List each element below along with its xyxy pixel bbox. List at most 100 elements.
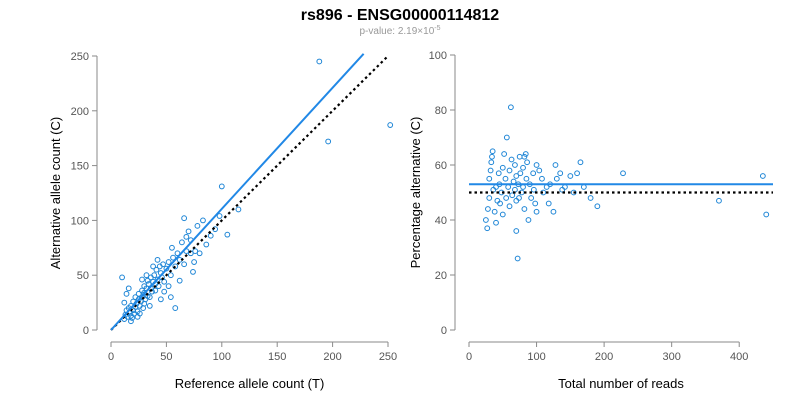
data-point xyxy=(141,300,148,307)
data-point xyxy=(533,208,540,215)
data-point xyxy=(513,197,520,204)
x-tick-label: 200 xyxy=(595,351,613,363)
data-point xyxy=(146,294,153,301)
right-panel-scatter: 0 100 200 300 400 0 20 40 60 80 100 Total number of… xyxy=(408,50,773,391)
data-point xyxy=(139,276,145,283)
p-value-text: p-value: 2.19×10 xyxy=(359,26,434,37)
data-point xyxy=(153,266,160,273)
data-point xyxy=(508,156,515,163)
data-point xyxy=(316,58,323,65)
data-point xyxy=(594,203,601,210)
data-point xyxy=(487,167,494,174)
data-point xyxy=(520,164,526,171)
data-point xyxy=(499,164,506,171)
data-point xyxy=(489,148,496,155)
y-tick-label: 80 xyxy=(435,105,447,117)
data-point xyxy=(167,294,174,301)
data-point xyxy=(144,277,151,284)
data-point xyxy=(524,159,530,166)
data-point xyxy=(486,195,493,201)
data-point xyxy=(192,248,199,254)
data-point xyxy=(562,184,568,190)
data-point xyxy=(167,272,174,279)
data-point xyxy=(513,173,520,179)
data-point xyxy=(161,278,168,285)
data-point xyxy=(185,228,192,235)
data-point xyxy=(207,232,214,239)
data-point xyxy=(503,195,510,201)
data-point xyxy=(170,254,176,261)
y-tick-label: 150 xyxy=(71,161,89,173)
data-point xyxy=(203,241,210,248)
data-point xyxy=(172,305,179,311)
x-tick-label: 100 xyxy=(213,351,231,363)
data-point xyxy=(494,197,501,204)
data-point xyxy=(510,178,517,185)
data-point xyxy=(545,200,552,207)
y-tick-label: 100 xyxy=(71,215,89,227)
data-point xyxy=(176,277,183,284)
data-point xyxy=(497,200,503,207)
data-point xyxy=(553,175,560,182)
data-point xyxy=(485,206,491,212)
data-point xyxy=(530,186,537,193)
data-point xyxy=(149,288,155,295)
y-tick-label: 60 xyxy=(435,160,447,172)
data-point xyxy=(163,265,170,272)
data-point xyxy=(145,281,152,287)
y-axis-title: Percentage alternative (C) xyxy=(408,117,423,269)
data-point xyxy=(129,315,135,321)
data-point xyxy=(235,206,242,213)
data-point xyxy=(488,159,495,166)
data-point xyxy=(484,225,491,232)
data-point xyxy=(522,151,529,157)
data-point xyxy=(125,285,132,292)
data-point xyxy=(216,213,223,219)
data-point xyxy=(502,175,509,182)
data-point xyxy=(521,153,528,160)
data-point xyxy=(151,272,158,279)
data-point xyxy=(514,255,521,262)
data-point xyxy=(550,208,557,215)
data-point xyxy=(552,162,559,168)
figure-title: rs896 - ENSG00000114812 xyxy=(301,7,499,24)
data-point xyxy=(169,244,175,251)
data-point xyxy=(759,173,766,179)
reference-line xyxy=(110,55,389,331)
data-point xyxy=(520,184,526,190)
data-point xyxy=(525,217,532,223)
data-point xyxy=(495,170,502,177)
data-point xyxy=(516,153,523,160)
data-point xyxy=(143,272,150,279)
data-point xyxy=(570,189,577,196)
data-point xyxy=(521,206,528,212)
data-point xyxy=(218,183,225,190)
data-point xyxy=(165,259,172,265)
figure-subtitle: p-value: 2.19×10-5 xyxy=(359,25,440,37)
data-point xyxy=(499,211,506,218)
data-point xyxy=(165,283,172,290)
data-point xyxy=(154,256,161,263)
data-point xyxy=(528,195,535,201)
y-tick-label: 50 xyxy=(77,270,89,282)
data-point xyxy=(119,274,125,281)
data-point xyxy=(491,208,498,215)
data-point xyxy=(506,167,513,174)
data-point xyxy=(533,162,540,168)
data-point xyxy=(196,250,203,257)
data-point xyxy=(507,104,514,111)
y-tick-label: 100 xyxy=(429,50,447,62)
data-point xyxy=(190,269,196,275)
data-point xyxy=(574,170,580,177)
x-tick-label: 0 xyxy=(108,351,114,363)
x-tick-label: 200 xyxy=(323,351,341,363)
data-point xyxy=(181,261,188,268)
p-value-exponent: -5 xyxy=(434,25,440,32)
data-point xyxy=(509,192,516,199)
data-point xyxy=(503,134,510,141)
x-tick-label: 100 xyxy=(527,351,545,363)
y-tick-label: 40 xyxy=(435,215,447,227)
x-tick-label: 400 xyxy=(730,351,748,363)
data-point xyxy=(194,222,201,229)
data-point xyxy=(154,276,161,283)
